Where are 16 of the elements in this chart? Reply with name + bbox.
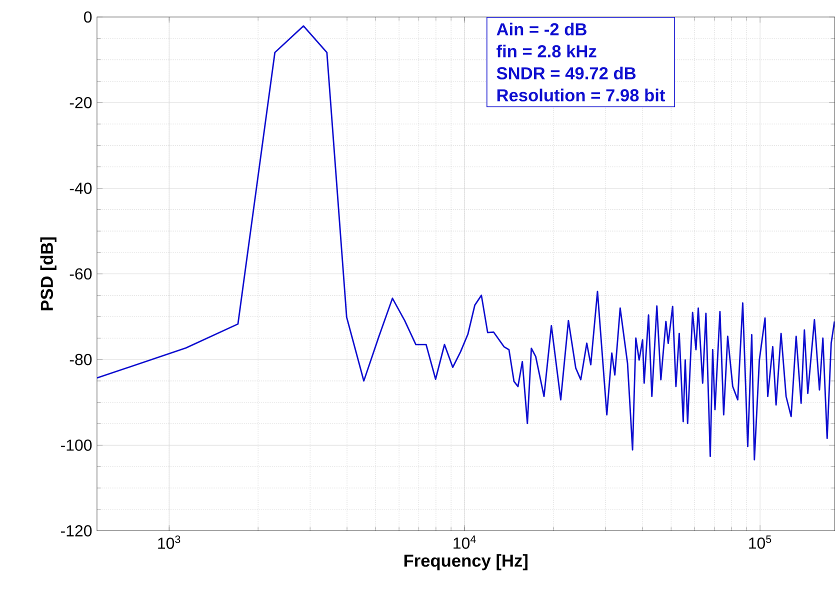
x-axis-title: Frequency [Hz] [404, 554, 528, 570]
x-tick-label: 10$^{5}$ [749, 536, 772, 549]
annotation: Ain = -2 dB [496, 22, 586, 36]
x-tick-label: 10$^{4}$ [454, 536, 476, 549]
y-tick-label: -60 [70, 268, 92, 280]
y-tick-label: -120 [60, 525, 92, 537]
annotation: SNDR = 49.72 dB [496, 66, 636, 80]
y-axis-title: PSD [dB] [40, 237, 56, 310]
y-tick-label: -100 [60, 440, 92, 451]
y-tick-label: 0 [84, 11, 92, 23]
y-tick-label: -20 [70, 97, 92, 108]
y-tick-label: -80 [70, 354, 92, 366]
x-tick-label: 10$^{3}$ [158, 536, 180, 550]
y-tick-label: -40 [70, 182, 92, 194]
annotation: Resolution = 7.98 bit [497, 88, 666, 102]
annotation: fin = 2.8 kHz [496, 44, 596, 58]
